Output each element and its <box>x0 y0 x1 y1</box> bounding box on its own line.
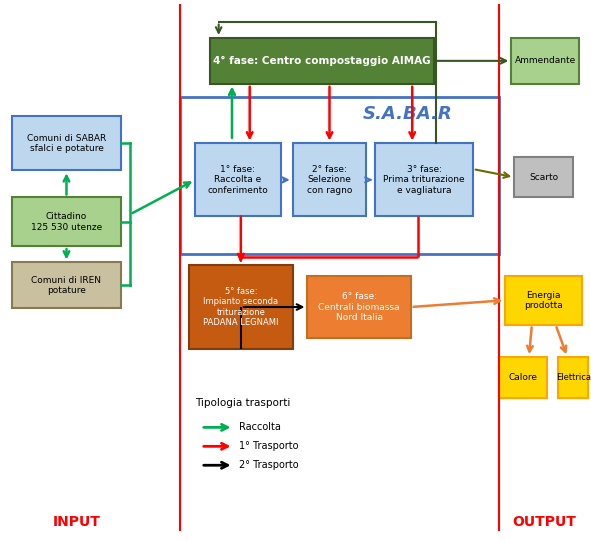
Text: Calore: Calore <box>508 373 538 382</box>
Text: 3° fase:
Prima triturazione
e vagliatura: 3° fase: Prima triturazione e vagliatura <box>383 165 465 195</box>
Text: S.A.BA.R: S.A.BA.R <box>363 104 453 123</box>
FancyBboxPatch shape <box>12 116 121 170</box>
FancyBboxPatch shape <box>511 38 579 84</box>
Text: INPUT: INPUT <box>53 515 101 529</box>
Text: 1° fase:
Raccolta e
conferimento: 1° fase: Raccolta e conferimento <box>207 165 268 195</box>
FancyBboxPatch shape <box>558 357 588 398</box>
Text: 2° fase:
Selezione
con ragno: 2° fase: Selezione con ragno <box>307 165 352 195</box>
Text: Cittadino
125 530 utenze: Cittadino 125 530 utenze <box>31 212 102 232</box>
FancyBboxPatch shape <box>514 157 573 197</box>
Text: Tipologia trasporti: Tipologia trasporti <box>195 399 290 408</box>
FancyBboxPatch shape <box>505 276 582 325</box>
Text: Elettrica: Elettrica <box>556 373 591 382</box>
Text: Ammendante: Ammendante <box>515 56 576 65</box>
Text: Energia
prodotta: Energia prodotta <box>524 291 563 310</box>
Text: OUTPUT: OUTPUT <box>512 515 576 529</box>
Text: Comuni di SABAR
sfalci e potature: Comuni di SABAR sfalci e potature <box>27 134 106 153</box>
FancyBboxPatch shape <box>189 265 293 349</box>
Text: 5° fase:
Impianto seconda
triturazione
PADANA LEGNAMI: 5° fase: Impianto seconda triturazione P… <box>203 287 278 327</box>
Text: 2° Trasporto: 2° Trasporto <box>239 460 299 470</box>
FancyBboxPatch shape <box>307 276 411 338</box>
FancyBboxPatch shape <box>12 197 121 246</box>
Text: Scarto: Scarto <box>529 173 558 182</box>
FancyBboxPatch shape <box>293 143 366 216</box>
FancyBboxPatch shape <box>12 262 121 308</box>
Text: 1° Trasporto: 1° Trasporto <box>239 441 299 451</box>
Text: 4° fase: Centro compostaggio AIMAG: 4° fase: Centro compostaggio AIMAG <box>213 56 431 66</box>
FancyBboxPatch shape <box>210 38 434 84</box>
FancyBboxPatch shape <box>499 357 547 398</box>
FancyBboxPatch shape <box>195 143 281 216</box>
Text: Comuni di IREN
potature: Comuni di IREN potature <box>31 276 102 295</box>
FancyBboxPatch shape <box>375 143 473 216</box>
Text: 6° fase:
Centrali biomassa
Nord Italia: 6° fase: Centrali biomassa Nord Italia <box>319 292 400 322</box>
Text: Raccolta: Raccolta <box>239 423 281 432</box>
